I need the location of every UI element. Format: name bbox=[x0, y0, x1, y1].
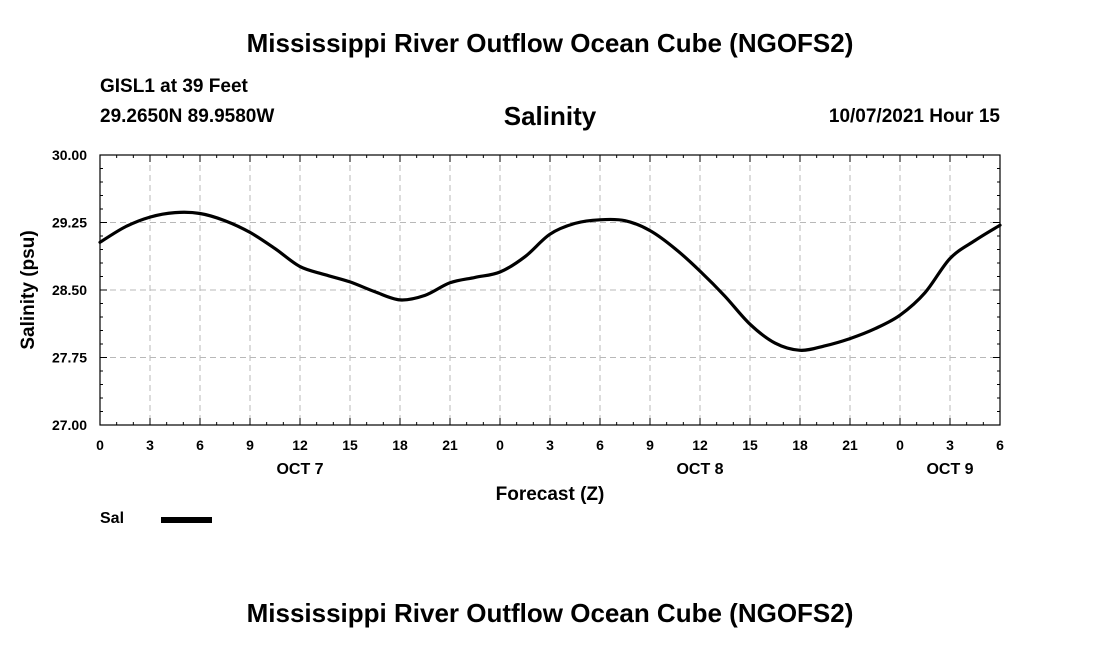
y-tick-label: 29.25 bbox=[52, 215, 87, 231]
series-line-sal bbox=[98, 210, 1002, 352]
y-tick-label: 30.00 bbox=[52, 147, 87, 163]
x-tick-label: 18 bbox=[792, 437, 808, 453]
x-tick-label: 15 bbox=[342, 437, 358, 453]
y-tick-label: 28.50 bbox=[52, 282, 87, 298]
chart-title: Mississippi River Outflow Ocean Cube (NG… bbox=[246, 28, 854, 58]
variable-title: Salinity bbox=[503, 101, 597, 131]
grid bbox=[100, 155, 1000, 425]
x-tick-label: 12 bbox=[692, 437, 708, 453]
date-label: OCT 8 bbox=[676, 461, 723, 478]
y-tick-label: 27.00 bbox=[52, 417, 87, 433]
x-tick-label: 0 bbox=[96, 437, 104, 453]
tick-labels: 0 3 6 9 12 15 18 21 0 3 6 9 12 15 18 21 0 3 6 27.00 27.75 28.… bbox=[52, 147, 1004, 478]
x-tick-label: 0 bbox=[896, 437, 904, 453]
legend-swatch bbox=[161, 517, 212, 523]
legend-label: Sal bbox=[100, 510, 125, 527]
x-tick-label: 3 bbox=[146, 437, 154, 453]
x-tick-label: 6 bbox=[196, 437, 204, 453]
x-tick-label: 9 bbox=[246, 437, 254, 453]
plot-frame bbox=[99, 154, 1001, 426]
x-tick-label: 0 bbox=[496, 437, 504, 453]
x-tick-label: 18 bbox=[392, 437, 408, 453]
date-label: OCT 7 bbox=[276, 461, 323, 478]
y-tick-label: 27.75 bbox=[52, 350, 87, 366]
x-tick-label: 12 bbox=[292, 437, 308, 453]
y-axis-label: Salinity (psu) bbox=[18, 230, 39, 349]
date-label: OCT 9 bbox=[926, 461, 973, 478]
station-label: GISL1 at 39 Feet bbox=[100, 76, 248, 97]
x-axis-label: Forecast (Z) bbox=[496, 484, 605, 505]
x-tick-label: 9 bbox=[646, 437, 654, 453]
x-tick-label: 6 bbox=[596, 437, 604, 453]
footer-title: Mississippi River Outflow Ocean Cube (NG… bbox=[246, 598, 854, 628]
location-coordinates: 29.2650N 89.9580W bbox=[100, 106, 275, 127]
x-tick-label: 3 bbox=[546, 437, 554, 453]
x-tick-label: 21 bbox=[442, 437, 458, 453]
x-tick-label: 15 bbox=[742, 437, 758, 453]
x-tick-label: 3 bbox=[946, 437, 954, 453]
forecast-datetime: 10/07/2021 Hour 15 bbox=[828, 106, 1000, 127]
x-tick-label: 6 bbox=[996, 437, 1004, 453]
x-tick-label: 21 bbox=[842, 437, 858, 453]
